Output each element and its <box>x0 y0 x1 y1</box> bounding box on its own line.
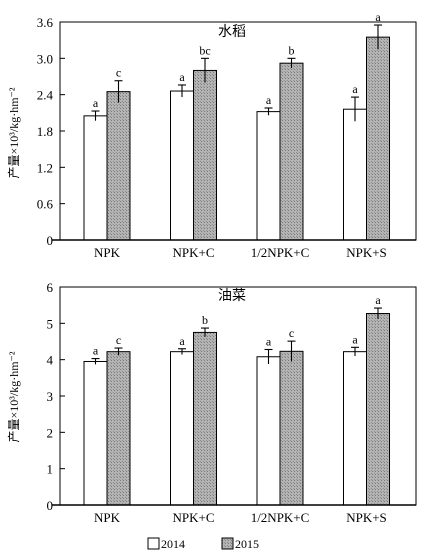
y-axis-label: 产量×10³/kg·hm⁻² <box>7 351 21 442</box>
bar-marks: a c a b a c a a <box>83 293 390 506</box>
bar-2014 <box>83 115 108 241</box>
legend-label-2015: 2015 <box>235 537 259 551</box>
y-tick-label: 3.0 <box>37 51 53 66</box>
y-tick-label: 0 <box>47 498 54 513</box>
bar-2015 <box>193 69 217 241</box>
legend-swatch-2014 <box>147 537 160 550</box>
y-tick-label: 5 <box>47 316 54 331</box>
y-tick-label: 6 <box>47 280 54 295</box>
y-tick-label: 1.2 <box>37 160 53 175</box>
bar-2015 <box>279 350 304 506</box>
y-tick-label: 1.8 <box>37 124 53 139</box>
significance-label: c <box>289 326 294 340</box>
significance-label: a <box>179 334 185 348</box>
category-label: NPK+C <box>172 245 214 260</box>
chart-title: 水稻 <box>218 24 246 40</box>
bar-2014 <box>170 90 194 241</box>
bar-2015 <box>193 331 217 506</box>
bar-2015 <box>106 91 131 241</box>
category-label: 1/2NPK+C <box>251 510 310 525</box>
legend-swatch-2015 <box>221 537 234 550</box>
bar-2014 <box>256 356 281 506</box>
chart-title: 油菜 <box>218 288 246 304</box>
y-tick-label: 1 <box>47 462 54 477</box>
legend-label-2014: 2014 <box>161 537 185 551</box>
bar-2015 <box>106 351 131 506</box>
category-label: 1/2NPK+C <box>251 245 310 260</box>
significance-label: a <box>352 82 358 96</box>
bar-2015 <box>366 36 390 241</box>
legend: 2014 2015 <box>147 537 259 551</box>
category-label: NPK+S <box>346 245 387 260</box>
y-tick-label: 0 <box>47 233 54 248</box>
significance-label: a <box>375 10 381 24</box>
y-tick-label: 0.6 <box>37 197 54 212</box>
bar-2014 <box>83 360 108 506</box>
significance-label: c <box>116 333 121 347</box>
y-axis-label: 产量×10³/kg·hm⁻² <box>7 87 21 178</box>
significance-label: a <box>266 93 272 107</box>
y-tick-label: 3 <box>47 389 54 404</box>
significance-label: bc <box>199 43 210 57</box>
significance-label: a <box>266 334 272 348</box>
axes: 0 0.6 1.2 1.8 2.4 3.0 3.6 NPK NPK+C 1/2NPK+C NPK+S <box>37 15 417 260</box>
significance-label: a <box>352 332 358 346</box>
category-label: NPK <box>94 510 121 525</box>
bar-2015 <box>366 313 390 506</box>
y-tick-label: 4 <box>47 353 54 368</box>
bar-2015 <box>279 62 304 241</box>
significance-label: a <box>179 70 185 84</box>
bar-2014 <box>170 351 194 506</box>
category-label: NPK+C <box>172 510 214 525</box>
bar-2014 <box>343 351 367 506</box>
y-tick-label: 2 <box>47 425 54 440</box>
axes: 0 1 2 3 4 5 6 NPK NPK+C 1/2NPK+C NPK+S <box>47 280 417 525</box>
category-label: NPK <box>94 245 121 260</box>
significance-label: b <box>202 313 208 327</box>
rapeseed-chart: 油菜 产量×10³/kg·hm⁻² a c a b a c a a 0 1 2 3 4 5 6 NPK NPK… <box>7 280 417 525</box>
bar-2014 <box>256 111 281 241</box>
y-tick-label: 3.6 <box>37 15 54 30</box>
y-tick-label: 2.4 <box>37 88 54 103</box>
bar-2014 <box>343 108 367 241</box>
significance-label: a <box>93 96 99 110</box>
significance-label: a <box>375 293 381 307</box>
category-label: NPK+S <box>346 510 387 525</box>
significance-label: b <box>289 43 295 57</box>
significance-label: c <box>116 66 121 80</box>
significance-label: a <box>93 344 99 358</box>
